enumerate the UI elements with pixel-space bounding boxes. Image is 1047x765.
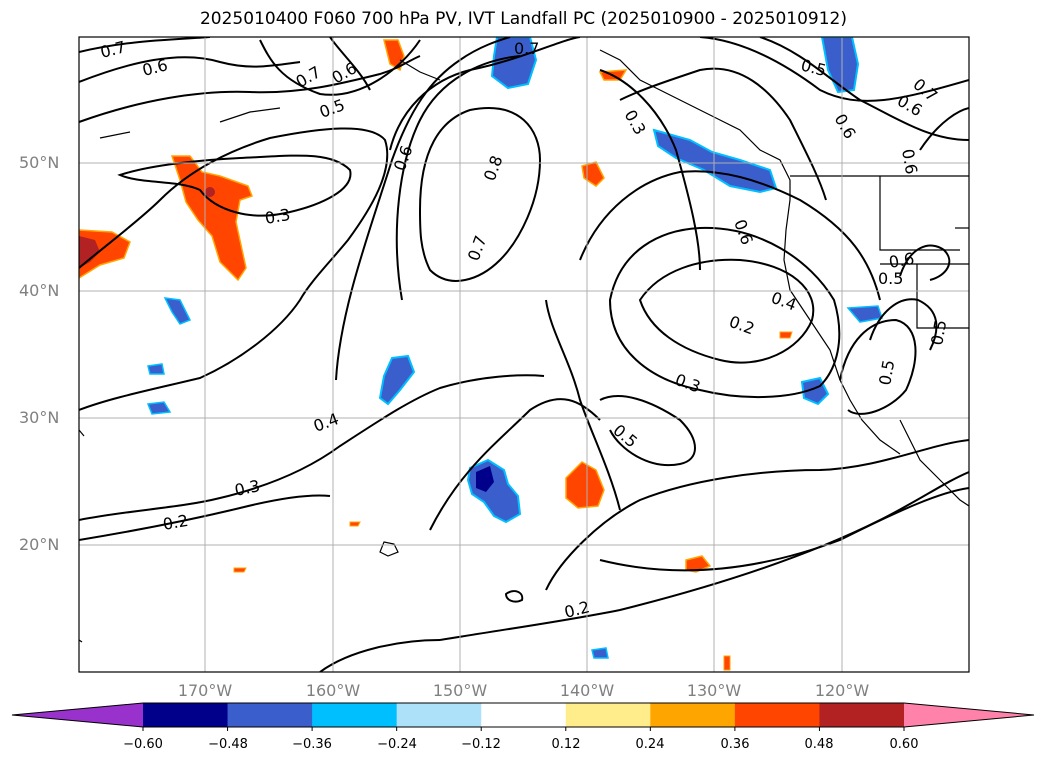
colorbar-segment [227,703,313,727]
negative-patch-south-140w [591,647,609,659]
negative-patch-35n-170w [147,363,165,375]
colorbar-tick-label: −0.36 [292,737,332,752]
colorbar-tick-label: −0.60 [123,737,163,752]
colorbar-tick-label: 0.36 [720,737,750,752]
positive-patch-tiny-hawaii [349,521,361,527]
colorbar-tick-label: 0.24 [635,737,665,752]
lat-label-30n: 30°N [19,408,60,427]
colorbar-segment [819,703,905,727]
colorbar-tick-label: −0.12 [461,737,501,752]
lon-label-130w: 130°W [686,681,742,700]
colorbar-tick-label: 0.12 [551,737,581,752]
colorbar-segment [650,703,736,727]
colorbar-tick-label: 0.48 [804,737,834,752]
map-frame [78,36,970,673]
negative-patch-30n-170w [146,401,172,415]
positive-patch-tiny-east [779,331,793,339]
positive-patch-south-130w [723,655,731,671]
colorbar [11,702,1035,731]
contour-label: 0.3 [233,476,262,500]
positive-patch-tiny-170w [233,567,247,573]
map-title: 2025010400 F060 700 hPa PV, IVT Landfall… [199,9,847,29]
lon-label-120w: 120°W [814,681,870,700]
colorbar-segment [734,703,820,727]
negative-patch-40n-165w [163,297,192,325]
colorbar-segment [143,703,229,727]
contour-label: 0.3 [263,205,291,228]
colorbar-segment [481,703,567,727]
positive-core-west [79,236,100,268]
contour-label: 0.2 [161,511,189,534]
colorbar-tick-label: 0.60 [889,737,919,752]
negative-patch-north-145w [490,37,538,90]
positive-patch-141w [565,461,605,509]
lat-label-40n: 40°N [19,281,60,300]
contour-label: 0.6 [887,249,915,272]
negative-patch-120w [820,37,860,94]
colorbar-extend-low [12,703,143,727]
pv-contours [79,37,969,672]
colorbar-extend-high [904,703,1034,727]
contour-label: 0.7 [514,39,539,58]
lon-label-170w: 170°W [177,681,233,700]
contour-label: 0.6 [898,147,921,175]
graticule [79,37,969,672]
negative-streak-coast [652,128,778,194]
lat-label-20n: 20°N [19,535,60,554]
coastlines [79,49,969,643]
negative-core-148w [476,466,494,492]
colorbar-tick-label: −0.24 [377,737,417,752]
lon-label-140w: 140°W [559,681,615,700]
contour-label: 0.5 [927,318,950,346]
lon-label-160w: 160°W [305,681,361,700]
contour-label: 0.5 [878,269,903,288]
lon-label-150w: 150°W [432,681,488,700]
colorbar-segment [396,703,482,727]
negative-patch-155w [378,354,416,406]
colorbar-segment [312,703,398,727]
lat-label-50n: 50°N [19,153,60,172]
colorbar-tick-label: −0.48 [208,737,248,752]
map-plot-area: 0.7 0.6 0.7 0.6 0.5 0.7 0.5 0.7 0.6 0.6 … [79,37,969,672]
colorbar-segment [565,703,651,727]
positive-dot-170w [205,187,215,197]
contour-label: 0.5 [875,358,898,386]
